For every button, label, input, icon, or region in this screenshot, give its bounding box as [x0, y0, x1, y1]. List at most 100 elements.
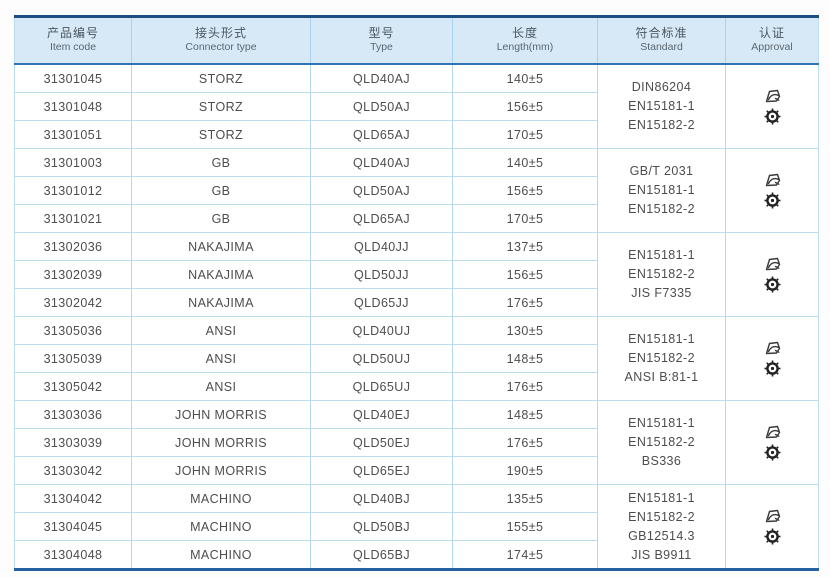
standard-line: EN15181-1: [628, 490, 695, 505]
standard-line: EN15182-2: [628, 267, 695, 281]
standard-line: EN15182-2: [628, 351, 695, 365]
header-type-zh: 型号: [368, 26, 395, 40]
table-row: 31302036 NAKAJIMA QLD40JJ 137±5 EN15181-1 EN1…: [14, 232, 819, 317]
type-cell: QLD40AJ: [310, 63, 453, 93]
type-cell: QLD40JJ: [310, 232, 453, 261]
item-code-cell: 31301045: [14, 63, 132, 93]
length-cell: 140±5: [452, 148, 598, 177]
product-table-container: 产品编号 Item code 接头形式 Connector type 型号 Ty…: [14, 15, 819, 571]
length-cell: 176±5: [452, 372, 598, 401]
item-code-cell: 31302036: [14, 232, 132, 261]
table-row: 31305036 ANSI QLD40UJ 130±5 EN15181-1 EN15182…: [14, 316, 819, 401]
connector-type-cell: JOHN MORRIS: [131, 456, 311, 485]
item-code-cell: 31304042: [14, 484, 132, 513]
approval-cell: [725, 63, 819, 149]
table-row: 31301051 STORZ QLD65AJ 170±5: [14, 120, 819, 149]
product-table: 产品编号 Item code 接头形式 Connector type 型号 Ty…: [14, 15, 819, 571]
connector-type-cell: GB: [131, 148, 311, 177]
table-row: 31303036 JOHN MORRIS QLD40EJ 148±5 EN15181-1…: [14, 400, 819, 485]
type-cell: QLD40AJ: [310, 148, 453, 177]
connector-type-cell: STORZ: [131, 120, 311, 149]
connector-type-cell: ANSI: [131, 344, 311, 373]
standard-line: EN15181-1: [628, 416, 695, 430]
header-row: 产品编号 Item code 接头形式 Connector type 型号 Ty…: [14, 16, 819, 65]
header-length: 长度 Length(mm): [452, 16, 598, 65]
connector-type-cell: STORZ: [131, 92, 311, 121]
type-cell: QLD65AJ: [310, 120, 453, 149]
table-row: 31305042 ANSI QLD65UJ 176±5: [14, 372, 819, 401]
standard-line: BS336: [641, 454, 682, 468]
table-row: 31304048 MACHINO QLD65BJ 174±5: [14, 540, 819, 570]
connector-type-cell: GB: [131, 176, 311, 205]
standard-cell: EN15181-1 EN15182-2 JIS F7335: [597, 232, 726, 317]
standard-line: EN15182-2: [628, 202, 695, 216]
length-cell: 156±5: [452, 260, 598, 289]
header-approval-zh: 认证: [758, 26, 785, 40]
length-cell: 176±5: [452, 288, 598, 317]
header-item-code-zh: 产品编号: [46, 26, 99, 40]
length-cell: 148±5: [452, 400, 598, 429]
header-standard: 符合标准 Standard: [597, 16, 726, 65]
standard-line: JIS F7335: [631, 286, 692, 300]
header-standard-en: Standard: [640, 41, 683, 53]
standard-cell: EN15181-1 EN15182-2 GB12514.3 JIS B9911: [597, 484, 726, 570]
item-code-cell: 31301051: [14, 120, 132, 149]
table-row: 31304042 MACHINO QLD40BJ 135±5 EN15181-1 EN15…: [14, 484, 819, 570]
type-cell: QLD40EJ: [310, 400, 453, 429]
connector-type-cell: JOHN MORRIS: [131, 400, 311, 429]
certificate-logo-icon: [765, 425, 780, 439]
table-row: 31301003 GB QLD40AJ 140±5 GB/T 2031 EN15181-1…: [14, 148, 819, 233]
item-code-cell: 31304045: [14, 512, 132, 541]
header-item-code-en: Item code: [49, 41, 97, 53]
item-code-cell: 31303039: [14, 428, 132, 457]
length-cell: 135±5: [452, 484, 598, 513]
length-cell: 137±5: [452, 232, 598, 261]
connector-type-cell: STORZ: [131, 63, 311, 93]
length-cell: 176±5: [452, 428, 598, 457]
length-cell: 156±5: [452, 176, 598, 205]
item-code-cell: 31305042: [14, 372, 132, 401]
type-cell: QLD65JJ: [310, 288, 453, 317]
table-row: 31301048 STORZ QLD50AJ 156±5: [14, 92, 819, 121]
approval-cell: [725, 148, 819, 233]
length-cell: 190±5: [452, 456, 598, 485]
wheelmark-icon: [764, 528, 780, 545]
certificate-logo-icon: [765, 341, 780, 355]
header-length-zh: 长度: [511, 26, 538, 40]
length-cell: 130±5: [452, 316, 598, 345]
length-cell: 148±5: [452, 344, 598, 373]
wheelmark-icon: [764, 192, 780, 209]
standard-line: EN15181-1: [628, 183, 695, 197]
standard-cell: EN15181-1 EN15182-2 BS336: [597, 400, 726, 485]
standard-line: EN15182-2: [628, 435, 695, 449]
length-cell: 156±5: [452, 92, 598, 121]
header-approval: 认证 Approval: [725, 16, 819, 65]
type-cell: QLD50JJ: [310, 260, 453, 289]
connector-type-cell: ANSI: [131, 316, 311, 345]
connector-type-cell: NAKAJIMA: [131, 260, 311, 289]
standard-line: EN15181-1: [628, 248, 695, 262]
standard-line: EN15182-2: [628, 509, 695, 524]
type-cell: QLD65AJ: [310, 204, 453, 233]
standard-line: JIS B9911: [631, 547, 692, 562]
item-code-cell: 31302042: [14, 288, 132, 317]
connector-type-cell: GB: [131, 204, 311, 233]
header-connector-type-en: Connector type: [185, 41, 257, 53]
item-code-cell: 31301012: [14, 176, 132, 205]
table-row: 31301021 GB QLD65AJ 170±5: [14, 204, 819, 233]
table-row: 31302042 NAKAJIMA QLD65JJ 176±5: [14, 288, 819, 317]
header-type: 型号 Type: [310, 16, 453, 65]
item-code-cell: 31305039: [14, 344, 132, 373]
table-row: 31303039 JOHN MORRIS QLD50EJ 176±5: [14, 428, 819, 457]
certificate-logo-icon: [765, 89, 780, 103]
connector-type-cell: JOHN MORRIS: [131, 428, 311, 457]
item-code-cell: 31301021: [14, 204, 132, 233]
type-cell: QLD50UJ: [310, 344, 453, 373]
table-row: 31302039 NAKAJIMA QLD50JJ 156±5: [14, 260, 819, 289]
wheelmark-icon: [764, 444, 780, 461]
type-cell: QLD65UJ: [310, 372, 453, 401]
standard-line: EN15181-1: [628, 332, 695, 346]
approval-cell: [725, 400, 819, 485]
table-row: 31303042 JOHN MORRIS QLD65EJ 190±5: [14, 456, 819, 485]
wheelmark-icon: [764, 360, 780, 377]
